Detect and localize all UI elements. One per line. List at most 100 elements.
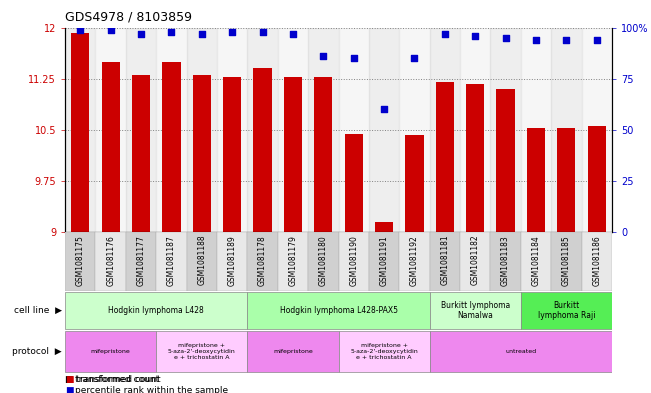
Bar	[497, 89, 515, 232]
Bar	[581, 232, 612, 291]
Point	[439, 31, 450, 37]
Text: GSM1081188: GSM1081188	[197, 235, 206, 285]
Bar	[247, 232, 278, 291]
Bar	[375, 222, 393, 232]
Text: ■: ■	[65, 386, 74, 393]
Bar	[466, 84, 484, 232]
Bar	[551, 28, 581, 232]
Text: mifepristone +
5-aza-2'-deoxycytidin
e + trichostatin A: mifepristone + 5-aza-2'-deoxycytidin e +…	[350, 343, 418, 360]
Bar	[399, 28, 430, 232]
Bar	[430, 232, 460, 291]
Bar	[217, 28, 247, 232]
Text: mifepristone +
5-aza-2'-deoxycytidin
e + trichostatin A: mifepristone + 5-aza-2'-deoxycytidin e +…	[168, 343, 236, 360]
Bar	[65, 331, 156, 373]
Point	[501, 35, 511, 41]
Text: transformed count: transformed count	[75, 375, 159, 384]
Text: Burkitt
lymphoma Raji: Burkitt lymphoma Raji	[538, 301, 595, 320]
Bar	[223, 77, 242, 232]
Bar	[96, 232, 126, 291]
Text: ■ transformed count: ■ transformed count	[65, 375, 161, 384]
Point	[288, 31, 298, 37]
Text: GSM1081175: GSM1081175	[76, 235, 85, 286]
Text: GSM1081176: GSM1081176	[106, 235, 115, 286]
Point	[348, 55, 359, 61]
Text: GSM1081183: GSM1081183	[501, 235, 510, 286]
Text: cell line  ▶: cell line ▶	[14, 306, 62, 315]
Bar	[96, 28, 126, 232]
Bar	[436, 82, 454, 232]
Text: GSM1081178: GSM1081178	[258, 235, 267, 286]
Bar	[65, 28, 96, 232]
Bar	[126, 232, 156, 291]
Bar	[187, 232, 217, 291]
Bar	[247, 331, 339, 373]
Bar	[278, 232, 308, 291]
Bar	[187, 28, 217, 232]
Bar	[247, 28, 278, 232]
Point	[318, 53, 329, 59]
Bar	[308, 232, 339, 291]
Text: percentile rank within the sample: percentile rank within the sample	[75, 386, 228, 393]
Bar	[430, 331, 612, 373]
Text: GSM1081180: GSM1081180	[319, 235, 328, 286]
Point	[257, 28, 268, 35]
Bar	[65, 292, 247, 329]
Point	[592, 37, 602, 43]
Bar	[284, 77, 302, 232]
Bar	[339, 331, 430, 373]
Bar	[430, 28, 460, 232]
Text: GSM1081189: GSM1081189	[228, 235, 237, 286]
Bar	[551, 232, 581, 291]
Text: GSM1081177: GSM1081177	[137, 235, 146, 286]
Bar	[460, 28, 490, 232]
Text: GSM1081179: GSM1081179	[288, 235, 298, 286]
Text: protocol  ▶: protocol ▶	[12, 347, 62, 356]
Bar	[278, 28, 308, 232]
Bar	[521, 232, 551, 291]
Bar	[162, 62, 180, 232]
Text: GSM1081190: GSM1081190	[349, 235, 358, 286]
Text: mifepristone: mifepristone	[90, 349, 131, 354]
Text: mifepristone: mifepristone	[273, 349, 313, 354]
Point	[379, 106, 389, 112]
Text: GSM1081181: GSM1081181	[440, 235, 449, 285]
Bar	[490, 232, 521, 291]
Bar	[406, 135, 424, 232]
Point	[531, 37, 541, 43]
Bar	[430, 292, 521, 329]
Bar	[308, 28, 339, 232]
Bar	[369, 232, 399, 291]
Point	[75, 26, 85, 33]
Text: Hodgkin lymphoma L428: Hodgkin lymphoma L428	[108, 306, 204, 315]
Text: GSM1081184: GSM1081184	[531, 235, 540, 286]
Bar	[339, 28, 369, 232]
Text: GSM1081185: GSM1081185	[562, 235, 571, 286]
Bar	[521, 28, 551, 232]
Point	[105, 26, 116, 33]
Bar	[193, 75, 211, 232]
Text: GSM1081192: GSM1081192	[410, 235, 419, 286]
Bar	[588, 126, 606, 232]
Point	[166, 28, 176, 35]
Bar	[344, 134, 363, 232]
Bar	[247, 292, 430, 329]
Bar	[156, 331, 247, 373]
Text: untreated: untreated	[505, 349, 536, 354]
Point	[227, 28, 238, 35]
Point	[470, 33, 480, 39]
Text: Hodgkin lymphoma L428-PAX5: Hodgkin lymphoma L428-PAX5	[279, 306, 398, 315]
Text: GDS4978 / 8103859: GDS4978 / 8103859	[65, 11, 192, 24]
Point	[561, 37, 572, 43]
Bar	[102, 62, 120, 232]
Bar	[314, 77, 333, 232]
Text: Burkitt lymphoma
Namalwa: Burkitt lymphoma Namalwa	[441, 301, 510, 320]
Bar	[217, 232, 247, 291]
Bar	[527, 128, 545, 232]
Text: GSM1081186: GSM1081186	[592, 235, 602, 286]
Text: GSM1081187: GSM1081187	[167, 235, 176, 286]
Bar	[65, 232, 96, 291]
Bar	[253, 68, 271, 232]
Bar	[399, 232, 430, 291]
Point	[197, 31, 207, 37]
Point	[409, 55, 420, 61]
